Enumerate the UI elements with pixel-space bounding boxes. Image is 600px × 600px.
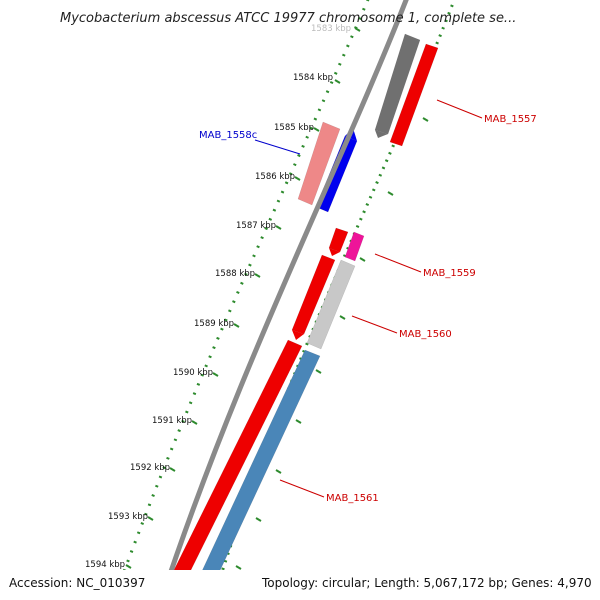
mab-1559-cds[interactable] <box>328 227 349 253</box>
tick-label: 1588 kbp <box>215 269 255 279</box>
tick-mark <box>169 467 176 472</box>
gene-leader-line <box>351 315 398 334</box>
tick-mark <box>313 127 320 132</box>
tick-mark <box>233 323 240 328</box>
tick-mark <box>212 372 219 377</box>
kbp-scale: 1583 kbp 1584 kbp 1585 kbp 1586 kbp 1587 kbp… <box>85 24 361 570</box>
feature-layer <box>172 33 439 593</box>
gene-leader-line <box>279 479 325 498</box>
tick-label: 1591 kbp <box>152 416 192 426</box>
tick-mark <box>294 176 301 181</box>
accession-text: Accession: NC_010397 <box>9 576 145 590</box>
tick-mark <box>334 79 341 84</box>
mab-1558c-gene[interactable] <box>297 121 341 206</box>
tick-label: 1594 kbp <box>85 560 125 570</box>
gene-label-mab-1557[interactable]: MAB_1557 <box>484 114 537 125</box>
gene-label-mab-1558c[interactable]: MAB_1558c <box>199 130 257 141</box>
tick-label: 1593 kbp <box>108 512 148 522</box>
tick-label: 1583 kbp <box>311 24 351 34</box>
tick-label: 1587 kbp <box>236 221 276 231</box>
tick-mark <box>147 516 154 521</box>
outer-minor-ticks <box>235 117 429 570</box>
tick-label: 1590 kbp <box>173 368 213 378</box>
genome-summary-text: Topology: circular; Length: 5,067,172 bp… <box>261 576 592 590</box>
gene-leader-line <box>254 139 301 155</box>
tick-mark <box>254 273 261 278</box>
tick-label: 1585 kbp <box>274 123 314 133</box>
map-title: Mycobacterium abscessus ATCC 19977 chrom… <box>60 11 516 26</box>
mab-1560-cds-arrowhead <box>292 330 304 340</box>
gene-leader-line <box>436 99 483 119</box>
gene-label-mab-1559[interactable]: MAB_1559 <box>423 268 476 279</box>
tick-mark <box>125 564 132 569</box>
mab-1559-cds-arrowhead <box>329 248 340 256</box>
mab-1557-gene-arrowhead <box>375 130 388 138</box>
footer-background <box>0 570 600 600</box>
tick-mark <box>354 27 361 32</box>
mab-1560-gene[interactable] <box>306 259 356 350</box>
tick-label: 1589 kbp <box>194 319 234 329</box>
inner-dotted-track <box>112 0 370 600</box>
tick-mark <box>191 420 198 425</box>
gene-label-layer: MAB_1557 MAB_1558c MAB_1559 MAB_1560 MAB_156… <box>199 99 537 504</box>
chromosome-backbone <box>158 0 409 600</box>
tick-label: 1592 kbp <box>130 463 170 473</box>
mab-1557-cds[interactable] <box>389 43 439 147</box>
tick-mark <box>275 225 282 230</box>
tick-label: 1584 kbp <box>293 73 333 83</box>
mab-1559-gene[interactable] <box>344 231 365 262</box>
gene-label-mab-1561[interactable]: MAB_1561 <box>326 493 379 504</box>
gene-leader-line <box>374 253 422 273</box>
tick-label: 1586 kbp <box>255 172 295 182</box>
mab-1561-gene[interactable] <box>194 349 321 593</box>
gene-label-mab-1560[interactable]: MAB_1560 <box>399 329 452 340</box>
